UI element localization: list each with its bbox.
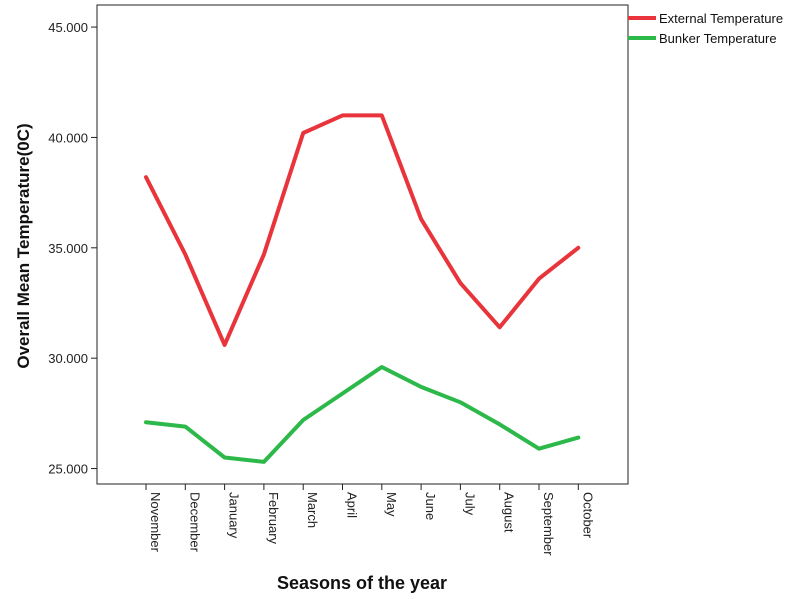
y-tick-label: 25.000 <box>48 462 88 477</box>
x-axis-title: Seasons of the year <box>277 573 447 593</box>
x-axis-ticks: November December January February March Apri… <box>145 484 595 556</box>
x-tick-label: April <box>345 492 360 518</box>
x-tick-label: January <box>227 492 242 539</box>
legend: External Temperature Bunker Temperature <box>628 11 783 46</box>
series-line-bunker-temperature <box>144 365 581 464</box>
legend-label-bunker-temperature: Bunker Temperature <box>659 31 777 46</box>
legend-label-external-temperature: External Temperature <box>659 11 783 26</box>
x-tick-label: July <box>462 492 477 516</box>
series-line-external-temperature <box>144 113 581 347</box>
series-lines <box>144 113 581 464</box>
x-tick-label: November <box>148 492 163 553</box>
x-tick-label: March <box>305 492 320 528</box>
x-tick-label: May <box>384 492 399 517</box>
y-tick-label: 40.000 <box>48 130 88 145</box>
y-tick-label: 45.000 <box>48 20 88 35</box>
y-axis-title: Overall Mean Temperature(0C) <box>14 123 33 368</box>
x-tick-label: June <box>423 492 438 520</box>
y-tick-label: 30.000 <box>48 351 88 366</box>
x-tick-label: December <box>187 492 202 553</box>
x-tick-label: September <box>541 492 556 556</box>
y-tick-label: 35.000 <box>48 241 88 256</box>
x-tick-label: October <box>580 492 595 539</box>
y-axis-ticks: 25.000 30.000 35.000 40.000 45.000 <box>48 20 97 477</box>
x-tick-label: August <box>502 492 517 533</box>
x-tick-label: February <box>266 492 281 545</box>
plot-frame <box>96 4 629 485</box>
